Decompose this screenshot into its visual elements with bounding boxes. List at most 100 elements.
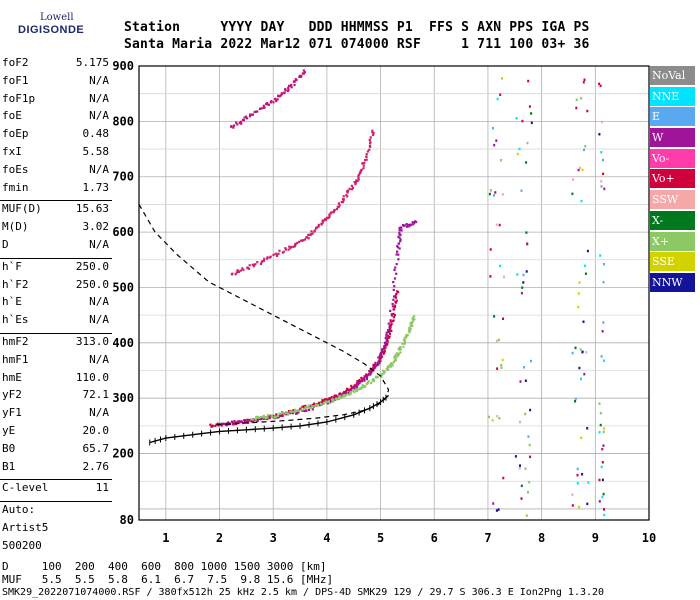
echo-point bbox=[411, 221, 414, 224]
echo-point bbox=[393, 308, 396, 311]
echo-point bbox=[388, 324, 391, 328]
echo-point bbox=[385, 338, 388, 341]
param-key: foF2 bbox=[2, 56, 29, 69]
muf-distance-row: D 100 200 400 600 800 1000 1500 3000 [km… bbox=[2, 560, 327, 573]
echo-point bbox=[302, 72, 305, 75]
echo-point bbox=[243, 419, 246, 422]
echo-point bbox=[396, 352, 399, 355]
echo-point bbox=[341, 395, 344, 398]
echo-point bbox=[230, 125, 233, 128]
echo-point bbox=[300, 239, 303, 242]
echo-point bbox=[253, 110, 256, 113]
echo-point bbox=[329, 397, 332, 400]
interference-dot bbox=[599, 254, 602, 257]
x-tick-label: 8 bbox=[538, 531, 545, 545]
echo-point bbox=[357, 176, 360, 179]
echo-point bbox=[388, 330, 391, 333]
echo-point bbox=[230, 273, 233, 276]
interference-dot bbox=[501, 193, 504, 196]
param-value: 20.0 bbox=[82, 423, 110, 437]
param-row-b0: B0 65.7 bbox=[0, 442, 112, 460]
echo-point bbox=[277, 94, 280, 97]
param-key: MUF(D) bbox=[2, 202, 42, 216]
echo-point bbox=[369, 372, 372, 375]
interference-dot bbox=[571, 351, 574, 355]
echo-point bbox=[398, 231, 401, 234]
echo-point bbox=[248, 115, 252, 118]
echo-point bbox=[340, 393, 343, 396]
echo-point bbox=[395, 292, 398, 296]
echo-point bbox=[290, 83, 293, 86]
interference-dot bbox=[501, 77, 503, 80]
echo-point bbox=[305, 409, 308, 412]
echo-point bbox=[345, 390, 348, 393]
interference-dot bbox=[582, 81, 585, 84]
interference-dot bbox=[519, 464, 521, 467]
interference-dot bbox=[524, 412, 527, 416]
echo-point bbox=[248, 419, 251, 422]
echo-point bbox=[362, 378, 365, 381]
param-key: yE bbox=[2, 423, 16, 437]
echo-point bbox=[359, 387, 362, 390]
ionogram-plot: 1 2 3 4 5 6 7 8 9 10 80 200 300 400 500 600 700 800 900 bbox=[112, 59, 656, 545]
echo-point bbox=[365, 373, 368, 376]
x-tick-label: 7 bbox=[484, 531, 491, 545]
x-tick-label: 5 bbox=[377, 531, 384, 545]
echo-point bbox=[233, 420, 236, 423]
interference-dot bbox=[523, 366, 526, 369]
echo-point bbox=[359, 171, 362, 174]
echo-point bbox=[342, 394, 345, 397]
interference-dot bbox=[600, 120, 603, 124]
echo-point bbox=[335, 208, 338, 211]
interference-dot bbox=[601, 478, 604, 482]
echo-point bbox=[357, 381, 361, 384]
interference-dot bbox=[520, 291, 523, 295]
interference-dot bbox=[602, 321, 605, 324]
echo-point bbox=[387, 322, 390, 325]
echo-point bbox=[347, 189, 350, 192]
interference-dot bbox=[572, 178, 575, 181]
echo-point bbox=[369, 136, 372, 139]
echo-point bbox=[396, 355, 399, 358]
echo-point bbox=[389, 309, 392, 312]
param-value: 5.58 bbox=[82, 144, 110, 158]
echo-point bbox=[327, 216, 331, 219]
echo-point bbox=[370, 382, 373, 385]
echo-point bbox=[379, 351, 383, 355]
interference-dot bbox=[584, 145, 587, 148]
echo-point bbox=[250, 420, 253, 423]
interference-dot bbox=[518, 147, 521, 151]
param-separator bbox=[0, 257, 112, 259]
echo-point bbox=[347, 391, 350, 395]
interference-dot bbox=[493, 143, 496, 147]
echo-point bbox=[241, 267, 244, 270]
interference-dot bbox=[521, 119, 524, 123]
echo-point bbox=[375, 364, 378, 367]
interference-dot bbox=[603, 513, 606, 517]
echo-point bbox=[296, 411, 299, 415]
param-key: foEs bbox=[2, 162, 29, 176]
interference-dot bbox=[498, 417, 501, 420]
interference-dot bbox=[520, 189, 523, 192]
echo-point bbox=[387, 366, 390, 369]
param-value: 0.48 bbox=[82, 127, 110, 141]
echo-point bbox=[358, 173, 361, 176]
echo-point bbox=[313, 230, 316, 233]
echo-point bbox=[399, 351, 402, 354]
echo-point bbox=[289, 247, 292, 250]
echo-point bbox=[254, 263, 257, 266]
param-value: 15.63 bbox=[75, 202, 109, 216]
echo-point bbox=[352, 186, 355, 189]
echo-point bbox=[307, 406, 310, 409]
echo-point bbox=[250, 113, 253, 116]
y-tick-label: 800 bbox=[112, 114, 134, 128]
interference-dot bbox=[583, 148, 585, 152]
echo-point bbox=[353, 181, 356, 184]
interference-dot bbox=[602, 359, 605, 362]
echo-point bbox=[251, 418, 254, 421]
interference-dot bbox=[603, 427, 606, 430]
echo-point bbox=[321, 219, 324, 222]
echo-point bbox=[365, 378, 368, 381]
echo-point bbox=[287, 412, 290, 415]
echo-point bbox=[298, 74, 301, 77]
